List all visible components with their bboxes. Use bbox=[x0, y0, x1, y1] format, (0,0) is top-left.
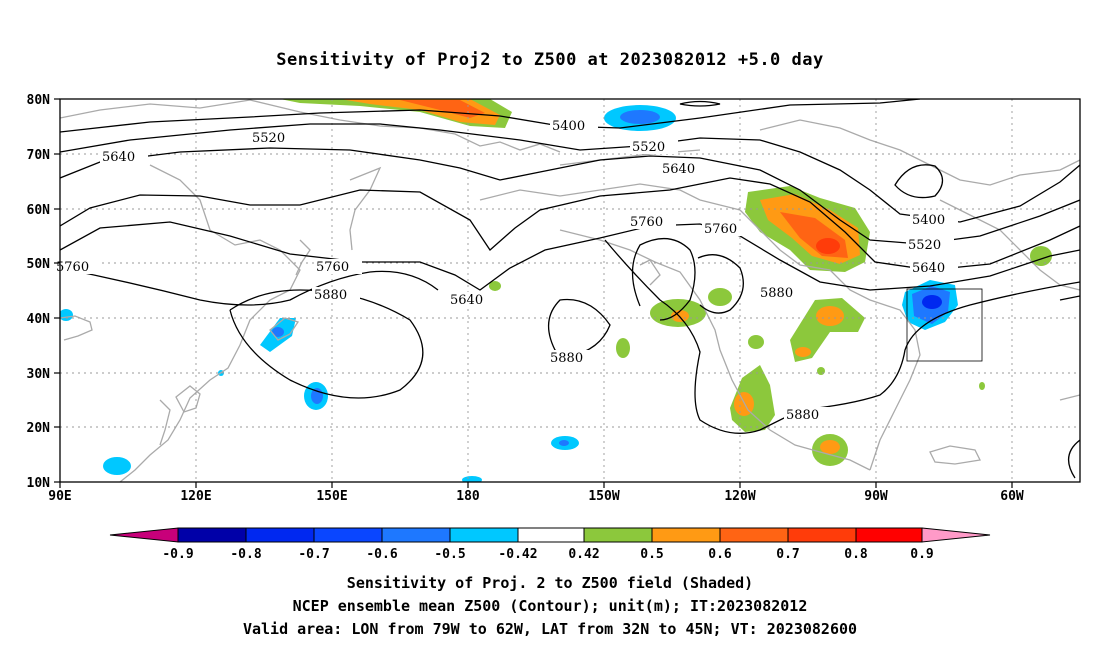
colorbar-swatch bbox=[381, 527, 451, 543]
valid-area-box bbox=[906, 288, 983, 362]
lat-axis-labels: 80N 70N 60N 50N 40N 30N 20N 10N bbox=[27, 93, 51, 491]
lat-label: 40N bbox=[27, 312, 51, 327]
contour-label: 5640 bbox=[662, 162, 695, 177]
colorbar-label: -0.42 bbox=[498, 547, 537, 562]
colorbar-swatch bbox=[787, 527, 857, 543]
contour-label: 5520 bbox=[632, 140, 665, 155]
colorbar-arrow-high bbox=[921, 527, 991, 543]
contour-label: 5520 bbox=[252, 131, 285, 146]
lat-label: 60N bbox=[27, 203, 51, 218]
lon-axis-labels: 90E 120E 150E 180 150W 120W 90W 60W bbox=[48, 489, 1024, 504]
contour-label: 5880 bbox=[550, 351, 583, 366]
lat-label: 20N bbox=[27, 421, 51, 436]
lon-label: 150E bbox=[316, 489, 347, 504]
caption-valid-area: Valid area: LON from 79W to 62W, LAT fro… bbox=[242, 620, 858, 638]
contour-label: 5760 bbox=[630, 215, 663, 230]
lat-label: 80N bbox=[27, 93, 51, 108]
contour-label: 5640 bbox=[450, 293, 483, 308]
colorbar-swatch bbox=[177, 527, 247, 543]
colorbar-swatch bbox=[517, 527, 585, 543]
colorbar-swatch bbox=[245, 527, 315, 543]
colorbar-label: 0.5 bbox=[640, 547, 663, 562]
lat-label: 10N bbox=[27, 476, 51, 491]
contour-label: 5640 bbox=[912, 261, 945, 276]
lon-label: 60W bbox=[1000, 489, 1024, 504]
contour-label: 5880 bbox=[786, 408, 819, 423]
contour-label: 5760 bbox=[704, 222, 737, 237]
contour-label: 5760 bbox=[56, 260, 89, 275]
colorbar-labels: -0.9 -0.8 -0.7 -0.6 -0.5 -0.42 0.42 0.5 … bbox=[162, 547, 933, 562]
colorbar-label: 0.9 bbox=[910, 547, 933, 562]
lon-label: 90E bbox=[48, 489, 71, 504]
lon-label: 120E bbox=[180, 489, 211, 504]
lon-label: 150W bbox=[588, 489, 619, 504]
lon-label: 90W bbox=[864, 489, 888, 504]
colorbar-label: 0.7 bbox=[776, 547, 799, 562]
contour-label: 5520 bbox=[908, 238, 941, 253]
map-frame bbox=[59, 98, 1081, 483]
colorbar-swatch bbox=[449, 527, 519, 543]
gridlines bbox=[60, 99, 1080, 482]
contour-label: 5760 bbox=[316, 260, 349, 275]
lat-label: 70N bbox=[27, 148, 51, 163]
lat-label: 30N bbox=[27, 367, 51, 382]
colorbar-swatch bbox=[855, 527, 923, 543]
colorbar-label: -0.7 bbox=[298, 547, 329, 562]
map-title: Sensitivity of Proj2 to Z500 at 20230820… bbox=[276, 50, 824, 70]
contour-labels: 5400 5520 5520 5640 5640 5400 5520 5640 … bbox=[54, 118, 958, 423]
contour-label: 5400 bbox=[552, 119, 585, 134]
contour-label: 5880 bbox=[314, 288, 347, 303]
colorbar-label: -0.6 bbox=[366, 547, 397, 562]
sensitivity-shading bbox=[60, 99, 1052, 482]
contour-label: 5400 bbox=[912, 213, 945, 228]
colorbar bbox=[109, 527, 991, 543]
lat-label: 50N bbox=[27, 257, 51, 272]
caption-contour: NCEP ensemble mean Z500 (Contour); unit(… bbox=[292, 597, 808, 615]
colorbar-label: 0.42 bbox=[568, 547, 599, 562]
colorbar-swatch bbox=[583, 527, 653, 543]
colorbar-label: 0.6 bbox=[708, 547, 732, 562]
colorbar-swatch bbox=[651, 527, 721, 543]
colorbar-swatch bbox=[313, 527, 383, 543]
axis-ticks bbox=[54, 98, 1013, 488]
colorbar-label: -0.5 bbox=[434, 547, 465, 562]
lon-label: 120W bbox=[724, 489, 755, 504]
colorbar-swatch bbox=[719, 527, 789, 543]
caption-shading: Sensitivity of Proj. 2 to Z500 field (Sh… bbox=[346, 574, 754, 592]
lon-label: 180 bbox=[456, 489, 480, 504]
colorbar-label: 0.8 bbox=[844, 547, 868, 562]
contour-label: 5640 bbox=[102, 150, 135, 165]
colorbar-label: -0.8 bbox=[230, 547, 261, 562]
contour-label: 5880 bbox=[760, 286, 793, 301]
colorbar-arrow-low bbox=[109, 527, 179, 543]
colorbar-label: -0.9 bbox=[162, 547, 193, 562]
